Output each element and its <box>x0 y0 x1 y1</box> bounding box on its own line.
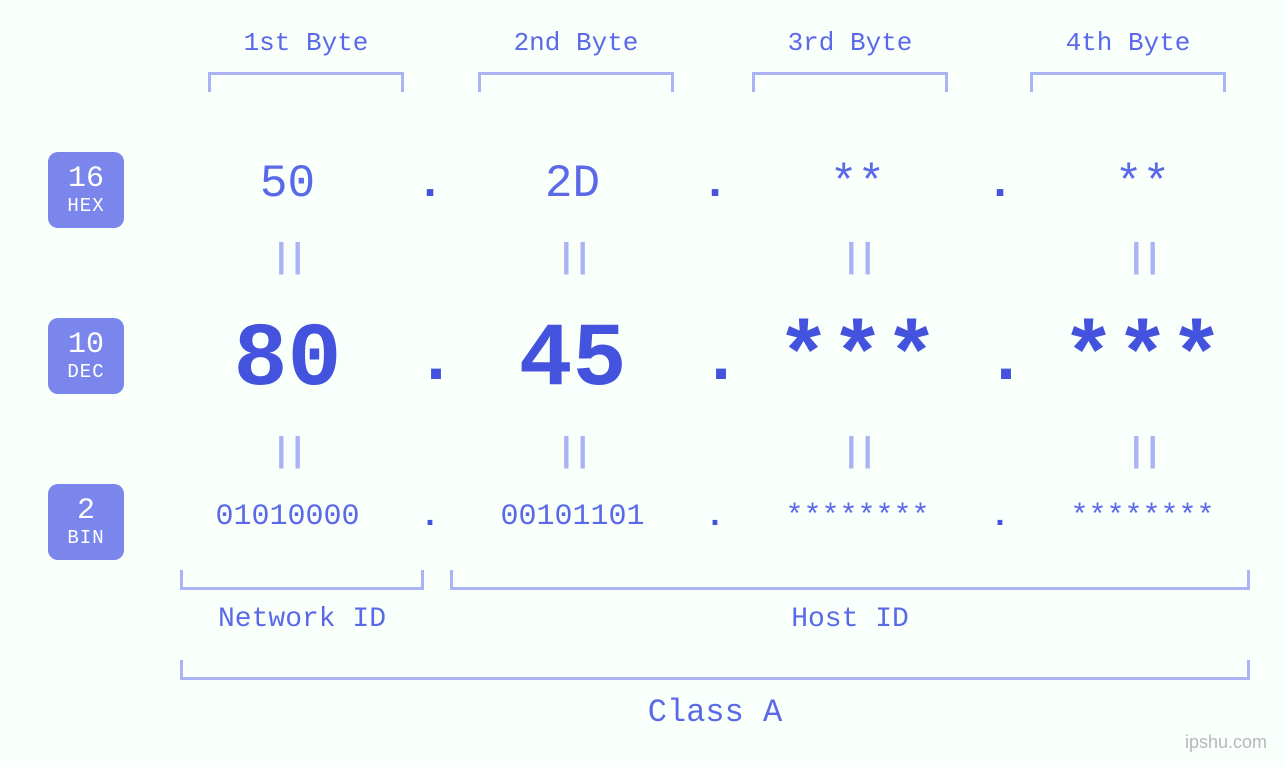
equals-row-2: || || || || <box>160 434 1270 472</box>
base-badge-hex: 16 HEX <box>48 152 124 228</box>
bin-byte-4: ******** <box>1015 500 1270 534</box>
hex-byte-2: 2D <box>445 158 700 210</box>
dec-byte-3: *** <box>730 310 985 412</box>
base-num-dec: 10 <box>48 329 124 362</box>
network-id-label: Network ID <box>180 604 424 635</box>
host-id-label: Host ID <box>450 604 1250 635</box>
base-label-bin: BIN <box>48 528 124 549</box>
eq-2-2: || <box>445 434 700 472</box>
bin-dot-1: . <box>415 498 445 536</box>
dec-byte-2: 45 <box>445 310 700 412</box>
hex-byte-3: ** <box>730 158 985 210</box>
eq-1-4: || <box>1015 240 1270 278</box>
equals-row-1: || || || || <box>160 240 1270 278</box>
top-bracket-3 <box>752 72 948 92</box>
class-bracket <box>180 660 1250 680</box>
base-badge-dec: 10 DEC <box>48 318 124 394</box>
byte-header-2: 2nd Byte <box>478 28 674 58</box>
network-bracket <box>180 570 424 590</box>
bin-byte-3: ******** <box>730 500 985 534</box>
dec-dot-2: . <box>700 322 730 401</box>
eq-1-2: || <box>445 240 700 278</box>
bin-dot-2: . <box>700 498 730 536</box>
byte-header-3: 3rd Byte <box>752 28 948 58</box>
eq-2-3: || <box>730 434 985 472</box>
host-bracket <box>450 570 1250 590</box>
dec-byte-1: 80 <box>160 310 415 412</box>
hex-dot-3: . <box>985 158 1015 210</box>
bin-byte-2: 00101101 <box>445 500 700 534</box>
hex-dot-1: . <box>415 158 445 210</box>
base-badge-bin: 2 BIN <box>48 484 124 560</box>
base-num-bin: 2 <box>48 495 124 528</box>
base-label-hex: HEX <box>48 196 124 217</box>
dec-dot-1: . <box>415 322 445 401</box>
eq-1-1: || <box>160 240 415 278</box>
class-label: Class A <box>180 694 1250 731</box>
dec-dot-3: . <box>985 322 1015 401</box>
top-bracket-2 <box>478 72 674 92</box>
eq-2-1: || <box>160 434 415 472</box>
bin-byte-1: 01010000 <box>160 500 415 534</box>
bin-row: 01010000 . 00101101 . ******** . *******… <box>160 498 1270 536</box>
byte-header-1: 1st Byte <box>208 28 404 58</box>
hex-byte-1: 50 <box>160 158 415 210</box>
bin-dot-3: . <box>985 498 1015 536</box>
eq-2-4: || <box>1015 434 1270 472</box>
dec-byte-4: *** <box>1015 310 1270 412</box>
top-bracket-1 <box>208 72 404 92</box>
hex-byte-4: ** <box>1015 158 1270 210</box>
byte-header-4: 4th Byte <box>1030 28 1226 58</box>
dec-row: 80 . 45 . *** . *** <box>160 310 1270 412</box>
eq-1-3: || <box>730 240 985 278</box>
hex-dot-2: . <box>700 158 730 210</box>
hex-row: 50 . 2D . ** . ** <box>160 158 1270 210</box>
watermark: ipshu.com <box>1185 732 1267 753</box>
top-bracket-4 <box>1030 72 1226 92</box>
base-label-dec: DEC <box>48 362 124 383</box>
base-num-hex: 16 <box>48 163 124 196</box>
